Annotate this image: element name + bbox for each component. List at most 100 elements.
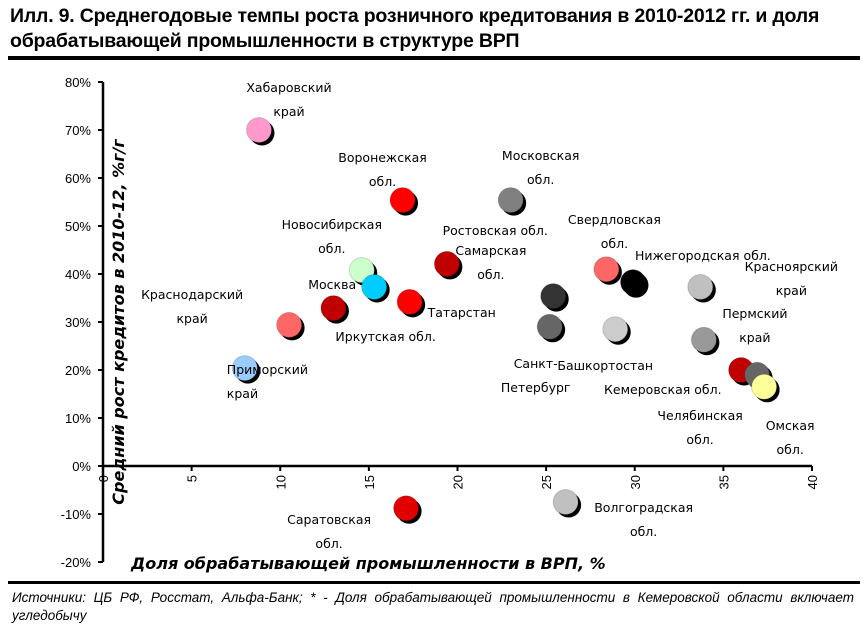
data-point <box>619 269 649 298</box>
point-label: край <box>739 330 770 345</box>
x-tick-label: 35 <box>716 475 731 489</box>
point-label: Башкортостан <box>557 358 653 373</box>
point-marker <box>393 495 420 522</box>
point-marker <box>593 256 620 283</box>
x-tick-label: 0 <box>96 475 111 482</box>
data-point <box>276 311 305 341</box>
data-point <box>690 326 720 356</box>
data-point <box>433 250 463 280</box>
data-point <box>320 295 349 324</box>
point-marker <box>320 295 347 322</box>
data-labels: Хабаровский край Воронежская обл. Московская… <box>141 80 838 551</box>
point-label: Омская <box>766 418 815 433</box>
point-marker <box>602 316 629 343</box>
point-label: Самарская <box>455 243 526 258</box>
point-label: Санкт- <box>514 356 558 371</box>
point-marker <box>245 117 272 143</box>
x-tick-label: 20 <box>451 475 466 489</box>
point-label: Пермский <box>722 306 787 321</box>
point-label: Красноярский <box>745 259 838 274</box>
data-point <box>396 288 426 318</box>
point-marker <box>396 288 423 315</box>
data-point <box>389 187 419 216</box>
data-point <box>751 373 780 403</box>
x-axis-title: Доля обрабатывающей промышленности в ВРП… <box>130 554 606 573</box>
point-marker <box>536 313 563 340</box>
point-marker <box>276 311 303 338</box>
data-point <box>540 283 569 312</box>
y-tick-label: 0% <box>72 459 91 474</box>
y-tick-label: 80% <box>65 75 91 90</box>
point-marker <box>389 187 416 214</box>
y-tick-label: 30% <box>65 315 91 330</box>
data-point <box>245 117 275 146</box>
point-label: Краснодарский <box>141 287 243 302</box>
point-label: край <box>227 386 258 401</box>
point-marker <box>231 355 258 382</box>
point-marker <box>751 373 778 400</box>
point-label: обл. <box>630 524 657 539</box>
point-label: край <box>273 104 304 119</box>
y-tick-label: -10% <box>61 507 92 522</box>
point-label: край <box>176 311 207 326</box>
point-label: Волгоградская <box>594 500 693 515</box>
point-label: обл. <box>776 442 803 457</box>
point-label: обл. <box>318 241 345 256</box>
point-marker <box>687 273 714 300</box>
point-label: обл. <box>686 432 713 447</box>
point-label: Саратовская <box>287 512 371 527</box>
data-point <box>497 187 527 216</box>
x-tick-label: 15 <box>362 475 377 489</box>
point-marker <box>619 269 646 296</box>
point-marker <box>690 326 717 353</box>
data-point <box>602 316 631 345</box>
x-tick-label: 5 <box>185 475 200 482</box>
y-axis-title: Средний рост кредитов в 2010-12, %г/г <box>109 139 128 505</box>
data-points <box>231 117 780 524</box>
x-tick-label: 10 <box>273 475 288 489</box>
point-label: Петербург <box>501 380 571 395</box>
source-footnote: Доля обрабатывающей промышленности в Кем… <box>12 590 854 623</box>
point-label: Московская <box>502 148 579 163</box>
y-tick-label: 50% <box>65 219 91 234</box>
y-tick-label: -20% <box>61 555 92 570</box>
point-label: Москва <box>308 277 356 292</box>
point-label: Приморский <box>227 362 308 377</box>
source-prefix: Источники: ЦБ РФ, Росстат, Альфа-Банк; *… <box>12 590 336 605</box>
point-label: Ростовская обл. <box>443 223 548 238</box>
point-label: Свердловская <box>568 212 661 227</box>
point-marker <box>433 250 460 277</box>
point-label: Челябинская <box>657 408 742 423</box>
point-label: обл. <box>369 174 396 189</box>
ticks: -20% -10% 0% 10% 20% 30% 40% 50% 60% 70% 80% 0 5 10 15… <box>61 75 820 570</box>
data-point <box>552 489 582 518</box>
point-label: Воронежская <box>338 150 427 165</box>
source-note: Источники: ЦБ РФ, Росстат, Альфа-Банк; *… <box>12 589 854 625</box>
x-tick-label: 25 <box>539 475 554 489</box>
y-tick-label: 60% <box>65 171 91 186</box>
data-point <box>536 313 566 343</box>
point-label: Хабаровский <box>246 80 331 95</box>
point-label: обл. <box>477 267 504 282</box>
point-label: Кемеровская обл. <box>604 382 722 397</box>
point-label: Нижегородская обл. <box>635 248 771 263</box>
data-point <box>687 273 716 303</box>
point-marker <box>540 283 567 310</box>
point-marker <box>361 273 388 300</box>
point-label: Новосибирская <box>282 217 382 232</box>
y-tick-label: 40% <box>65 267 91 282</box>
point-label: обл. <box>527 172 554 187</box>
data-point <box>231 355 261 384</box>
x-tick-label: 40 <box>805 475 820 489</box>
point-label: обл. <box>315 536 342 551</box>
title-divider <box>8 56 860 60</box>
point-label: Иркутская обл. <box>335 329 435 344</box>
x-tick-label: 30 <box>628 475 643 489</box>
data-point <box>393 495 422 524</box>
data-point <box>361 273 390 303</box>
point-label: Татарстан <box>427 305 496 320</box>
y-tick-label: 20% <box>65 363 91 378</box>
point-marker <box>552 489 579 515</box>
y-tick-label: 70% <box>65 123 91 138</box>
